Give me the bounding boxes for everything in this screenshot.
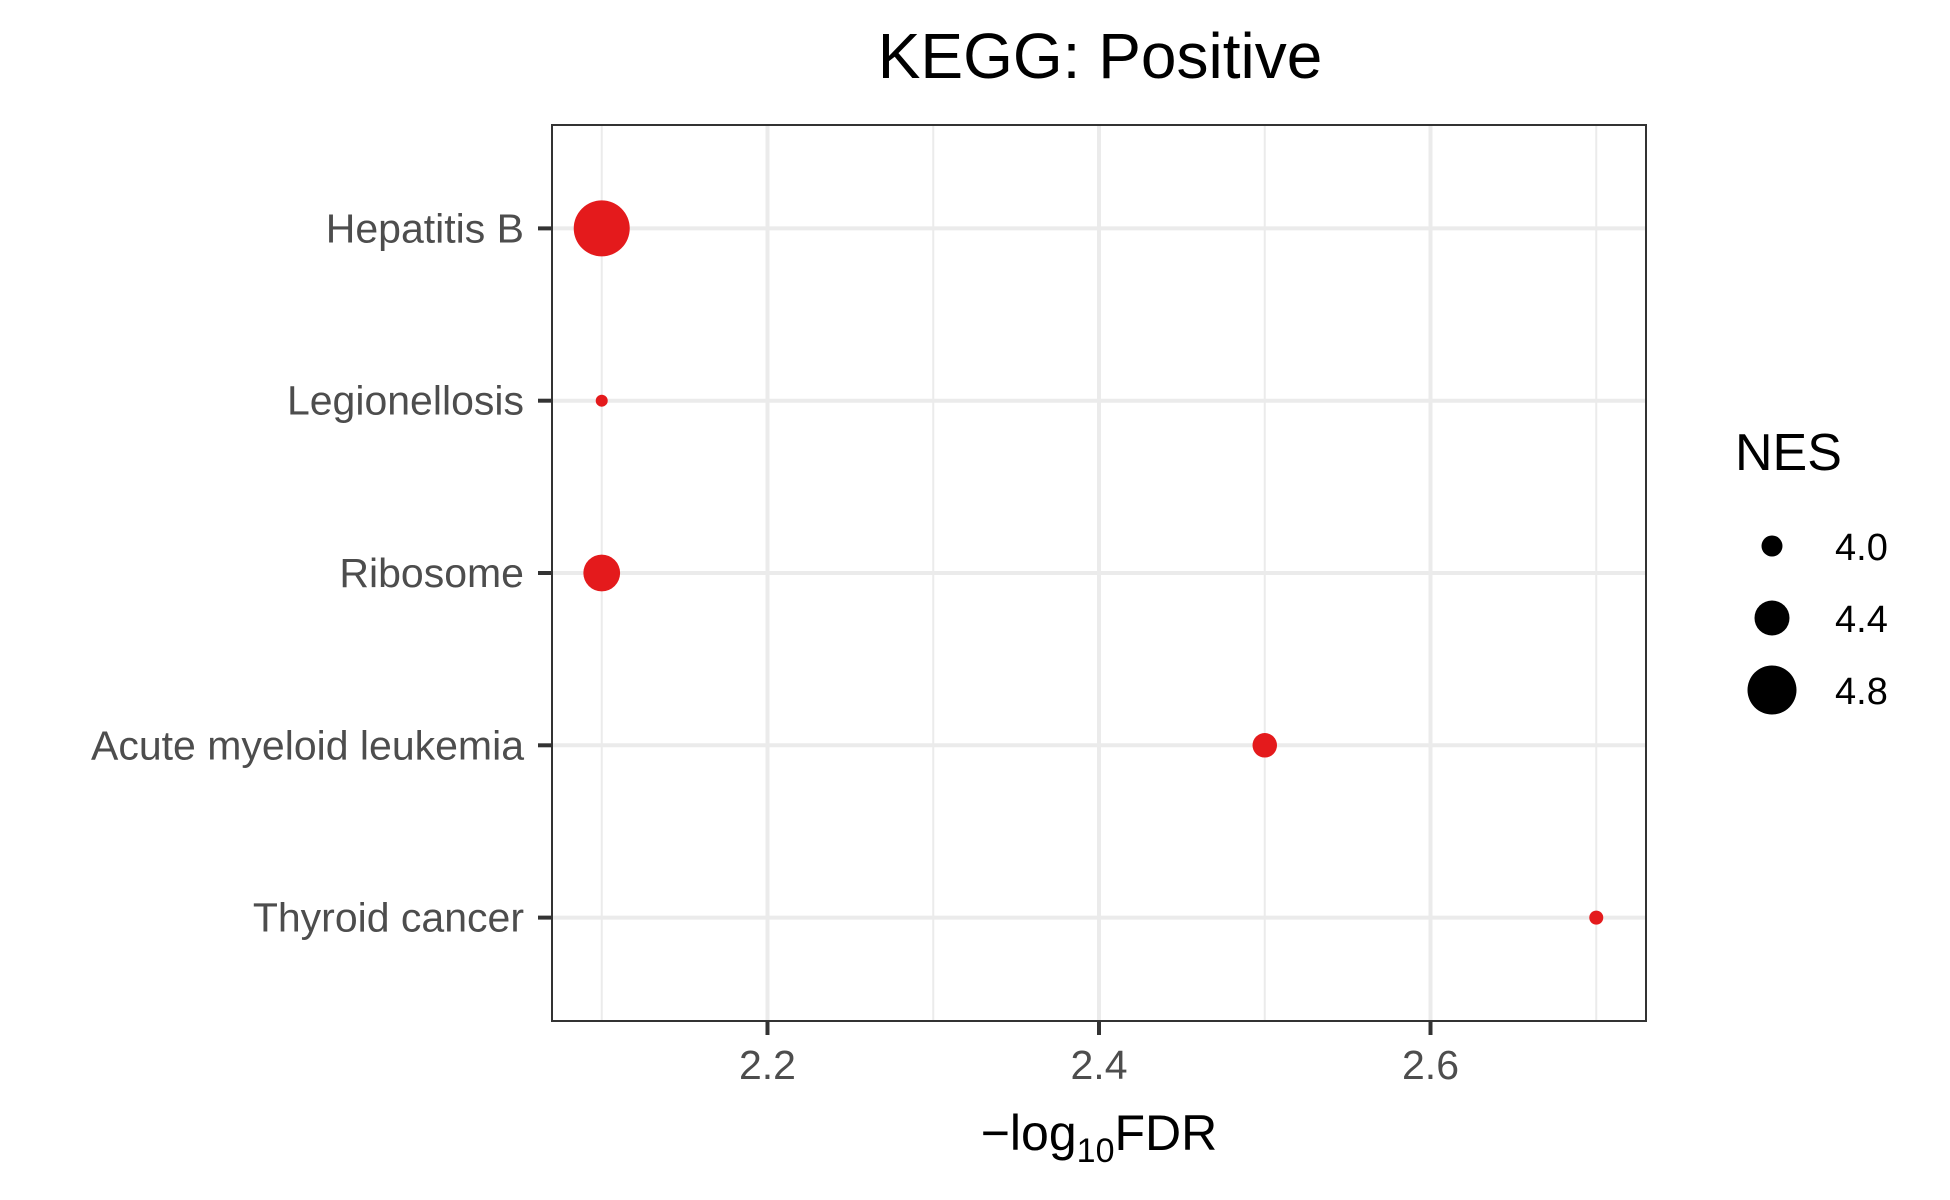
y-tick-label: Ribosome [339, 550, 524, 596]
data-point [583, 554, 621, 592]
x-tick-label: 2.2 [739, 1042, 796, 1088]
x-tick-label: 2.6 [1402, 1042, 1459, 1088]
x-axis: 2.2 2.4 2.6 [739, 1021, 1459, 1088]
y-tick-label: Legionellosis [287, 378, 524, 424]
legend-key-label: 4.0 [1835, 527, 1888, 569]
x-axis-title-subscript: 10 [1077, 1132, 1115, 1170]
data-point [595, 394, 608, 407]
legend-title: NES [1735, 424, 1842, 482]
chart-title: KEGG: Positive [878, 20, 1323, 92]
x-axis-title: −log10FDR [981, 1105, 1218, 1170]
data-points [573, 200, 1604, 925]
y-tick-label: Acute myeloid leukemia [91, 722, 524, 768]
legend-key-label: 4.8 [1835, 671, 1888, 713]
data-point [1252, 733, 1278, 758]
data-point [573, 200, 630, 257]
legend-key-circle [1747, 665, 1797, 715]
size-legend: NES 4.0 4.4 4.8 [1735, 424, 1888, 715]
y-axis: Hepatitis B Legionellosis Ribosome Acute my… [91, 205, 552, 941]
x-axis-title-suffix: FDR [1115, 1105, 1218, 1161]
legend-key-circle [1761, 535, 1783, 557]
major-grid [552, 125, 1646, 1021]
y-tick-label: Thyroid cancer [253, 895, 524, 941]
legend-key-label: 4.4 [1835, 599, 1888, 641]
x-tick-label: 2.4 [1071, 1042, 1128, 1088]
data-point [1589, 910, 1604, 925]
legend-key-circle [1754, 600, 1790, 636]
y-tick-label: Hepatitis B [326, 205, 524, 251]
x-axis-title-prefix: −log [981, 1105, 1077, 1161]
